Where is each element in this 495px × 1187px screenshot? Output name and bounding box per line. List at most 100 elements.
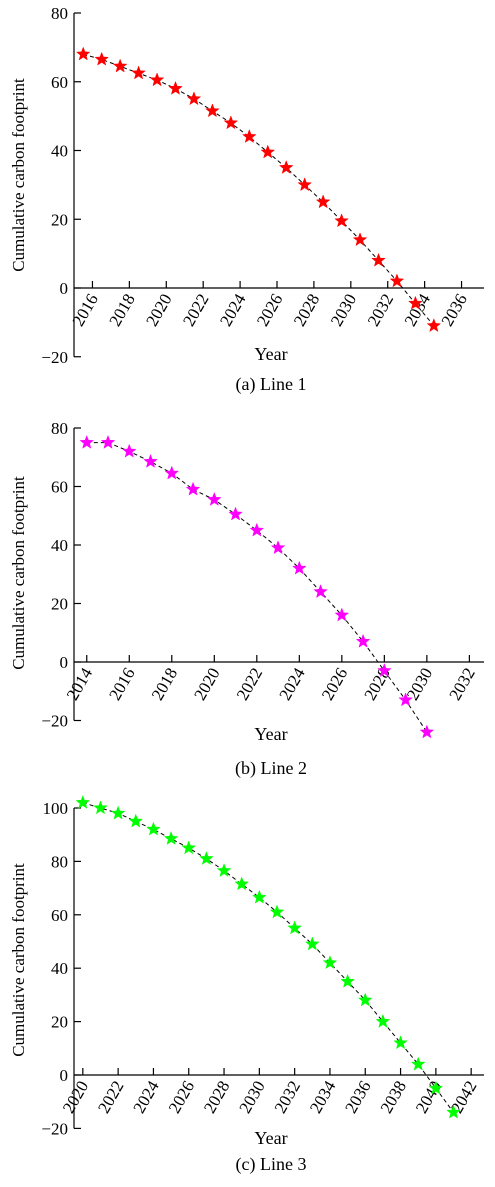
data-point-star <box>446 1104 461 1119</box>
x-axis-label: Year <box>254 344 287 364</box>
data-point-star <box>131 65 146 80</box>
y-tick-label: 0 <box>60 653 69 672</box>
x-tick-label: 2038 <box>377 1078 410 1117</box>
y-tick-label: 80 <box>51 852 68 871</box>
x-tick-label: 2040 <box>412 1078 445 1117</box>
y-tick-label: 0 <box>60 279 69 298</box>
data-point-star <box>278 159 294 174</box>
y-tick-label: 80 <box>51 4 68 23</box>
data-point-star <box>315 194 331 209</box>
y-tick-label: 80 <box>51 419 68 438</box>
x-tick-label: 2030 <box>327 291 360 330</box>
data-point-star <box>357 992 373 1007</box>
x-tick-label: 2036 <box>341 1078 374 1117</box>
x-axis-label: Year <box>254 724 287 744</box>
data-point-star <box>398 692 413 707</box>
x-tick-label: 2018 <box>148 665 181 704</box>
data-point-star <box>206 491 222 506</box>
data-point-star <box>408 295 423 310</box>
chart-caption: (a) Line 1 <box>236 374 307 395</box>
data-point-star <box>410 1056 426 1071</box>
data-point-star <box>112 58 128 73</box>
data-point-star <box>100 434 116 449</box>
x-tick-label: 2024 <box>216 290 250 329</box>
series-line <box>83 53 435 327</box>
data-point-star <box>252 889 267 904</box>
data-point-star <box>146 821 161 836</box>
x-tick-label: 2018 <box>105 291 138 330</box>
data-point-star <box>94 51 110 66</box>
chart-caption: (b) Line 2 <box>235 758 307 779</box>
x-tick-label: 2032 <box>445 665 478 704</box>
data-point-star <box>168 80 183 95</box>
y-tick-label: 0 <box>60 1066 69 1085</box>
y-tick-label: 100 <box>43 799 69 818</box>
data-point-star <box>228 506 243 521</box>
data-point-star <box>185 481 201 496</box>
chart-panel-line-2: Cumulative carbon footprint Year (b) Lin… <box>9 419 484 779</box>
x-tick-label: 2034 <box>306 1077 340 1116</box>
y-tick-label: −20 <box>41 1119 68 1138</box>
x-tick-label: 2028 <box>290 291 323 330</box>
chart-panel-line-3: Cumulative carbon footprint Year (c) Lin… <box>9 794 484 1175</box>
data-point-star <box>393 1035 408 1050</box>
data-point-star <box>149 72 165 87</box>
x-tick-label: 2020 <box>142 291 175 330</box>
data-point-star <box>313 584 328 599</box>
data-point-star <box>75 46 91 61</box>
x-axis-label: Year <box>254 1128 287 1148</box>
y-tick-label: 60 <box>51 73 68 92</box>
x-tick-label: 2032 <box>364 291 397 330</box>
data-point-star <box>205 103 220 118</box>
data-point-star <box>426 318 442 333</box>
y-tick-label: 40 <box>51 142 68 161</box>
data-point-star <box>249 522 265 537</box>
data-point-star <box>199 851 214 865</box>
chart-caption: (c) Line 3 <box>236 1154 307 1175</box>
data-point-star <box>428 1080 444 1095</box>
series-line <box>82 802 454 1113</box>
data-point-star <box>371 252 386 267</box>
data-point-star <box>375 1013 391 1028</box>
data-point-star <box>223 115 239 130</box>
y-tick-label: 60 <box>51 478 68 497</box>
data-point-star <box>93 800 108 815</box>
chart-panel-line-1: Cumulative carbon footprint Year (a) Lin… <box>9 4 484 395</box>
x-tick-label: 2026 <box>318 665 351 704</box>
x-tick-label: 2016 <box>105 665 138 704</box>
data-point-star <box>322 955 338 970</box>
data-point-star <box>291 560 307 575</box>
data-point-star <box>334 213 349 228</box>
y-axis-label: Cumulative carbon footprint <box>9 78 28 272</box>
x-tick-label: 2024 <box>275 664 309 703</box>
data-point-star <box>241 129 257 143</box>
x-tick-label: 2026 <box>253 291 286 330</box>
x-tick-label: 2036 <box>438 291 471 330</box>
x-tick-label: 2032 <box>271 1078 304 1117</box>
x-tick-label: 2024 <box>129 1077 163 1116</box>
data-point-star <box>334 607 350 622</box>
data-point-star <box>79 434 95 449</box>
y-tick-label: 20 <box>51 210 68 229</box>
y-tick-label: −20 <box>41 712 68 731</box>
data-point-star <box>163 830 179 845</box>
data-point-star <box>269 904 285 919</box>
data-point-star <box>75 794 91 809</box>
data-point-star <box>186 91 202 106</box>
data-point-star <box>128 813 144 828</box>
data-point-star <box>234 876 250 891</box>
data-point-star <box>181 840 197 855</box>
y-axis-label: Cumulative carbon footprint <box>9 476 28 670</box>
y-tick-label: 40 <box>51 536 68 555</box>
y-tick-label: 60 <box>51 906 68 925</box>
data-point-star <box>297 177 313 192</box>
data-point-star <box>110 805 126 820</box>
y-tick-label: −20 <box>41 348 68 367</box>
data-point-star <box>270 540 286 555</box>
y-tick-label: 20 <box>51 595 68 614</box>
y-axis-label: Cumulative carbon footprint <box>9 863 28 1057</box>
data-point-star <box>121 443 137 458</box>
data-point-star <box>352 232 368 247</box>
data-point-star <box>260 144 276 159</box>
